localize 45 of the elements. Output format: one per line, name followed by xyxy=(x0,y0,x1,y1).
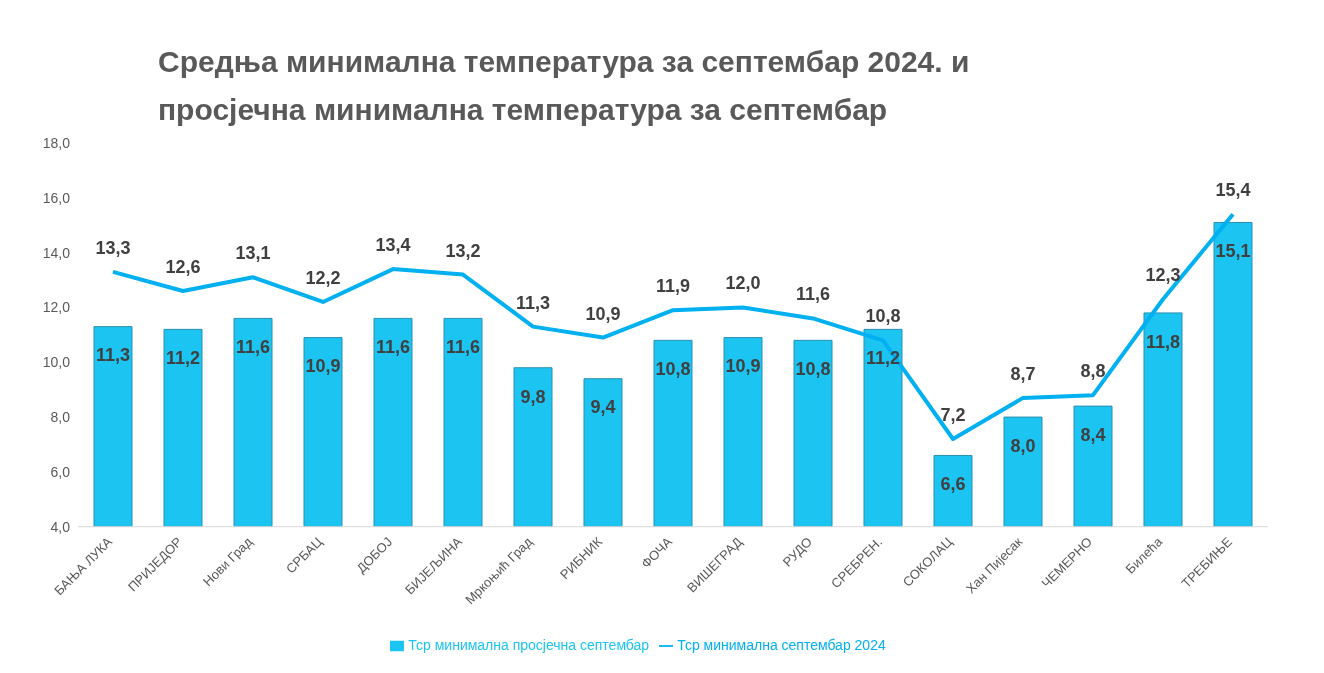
data-label: 10,8 xyxy=(865,306,901,327)
data-label: 7,2 xyxy=(940,405,966,425)
y-tick-label: 14,0 xyxy=(42,244,71,261)
data-label: 13,1 xyxy=(235,243,271,264)
y-tick-label: 10,0 xyxy=(42,354,71,371)
data-label: 10,9 xyxy=(725,356,761,377)
legend-label: Тср минимална септембар 2024 xyxy=(677,636,886,653)
y-tick-label: 6,0 xyxy=(50,463,71,480)
data-label: 11,8 xyxy=(1145,331,1181,352)
data-label: 11,6 xyxy=(375,337,411,358)
data-label: 13,2 xyxy=(445,240,481,261)
y-tick-label: 8,0 xyxy=(50,409,71,426)
chart-title: Средња минимална температура за септембар 2024. и просјечна минимална температура за септембар xyxy=(158,44,971,128)
data-label: 12,2 xyxy=(305,267,341,288)
data-label: 15,1 xyxy=(1215,241,1251,262)
y-tick-label: 4,0 xyxy=(50,518,71,535)
data-label: 11,9 xyxy=(655,276,691,297)
data-label: 12,3 xyxy=(1145,265,1181,286)
legend-label: Тср минимална просјечна септембар xyxy=(408,636,650,653)
data-label: 11,3 xyxy=(95,345,131,366)
data-label: 15,4 xyxy=(1215,180,1251,201)
data-label: 12,0 xyxy=(725,273,761,294)
data-label: 10,8 xyxy=(795,359,831,380)
data-label: 10,8 xyxy=(655,359,691,380)
data-label: 8,7 xyxy=(1010,363,1036,384)
y-tick-label: 12,0 xyxy=(42,299,71,316)
data-label: 11,6 xyxy=(795,284,831,305)
data-label: 9,8 xyxy=(520,386,546,407)
y-tick-label: 18,0 xyxy=(42,134,71,151)
data-label: 11,2 xyxy=(165,348,201,369)
data-label: 11,6 xyxy=(445,337,481,358)
data-label: 11,2 xyxy=(865,348,901,369)
data-label: 10,9 xyxy=(305,356,341,377)
data-label: 11,3 xyxy=(515,292,551,313)
data-label: 13,3 xyxy=(95,237,131,258)
data-label: 8,8 xyxy=(1080,361,1106,382)
data-label: 8,4 xyxy=(1080,424,1106,445)
data-label: 9,4 xyxy=(590,397,616,418)
data-label: 8,0 xyxy=(1010,435,1036,456)
y-tick-label: 16,0 xyxy=(42,189,71,206)
data-label: 11,6 xyxy=(235,337,271,358)
data-label: 6,6 xyxy=(940,474,966,495)
data-label: 10,9 xyxy=(585,303,621,324)
data-label: 12,6 xyxy=(165,257,201,277)
data-label: 13,4 xyxy=(375,235,411,256)
